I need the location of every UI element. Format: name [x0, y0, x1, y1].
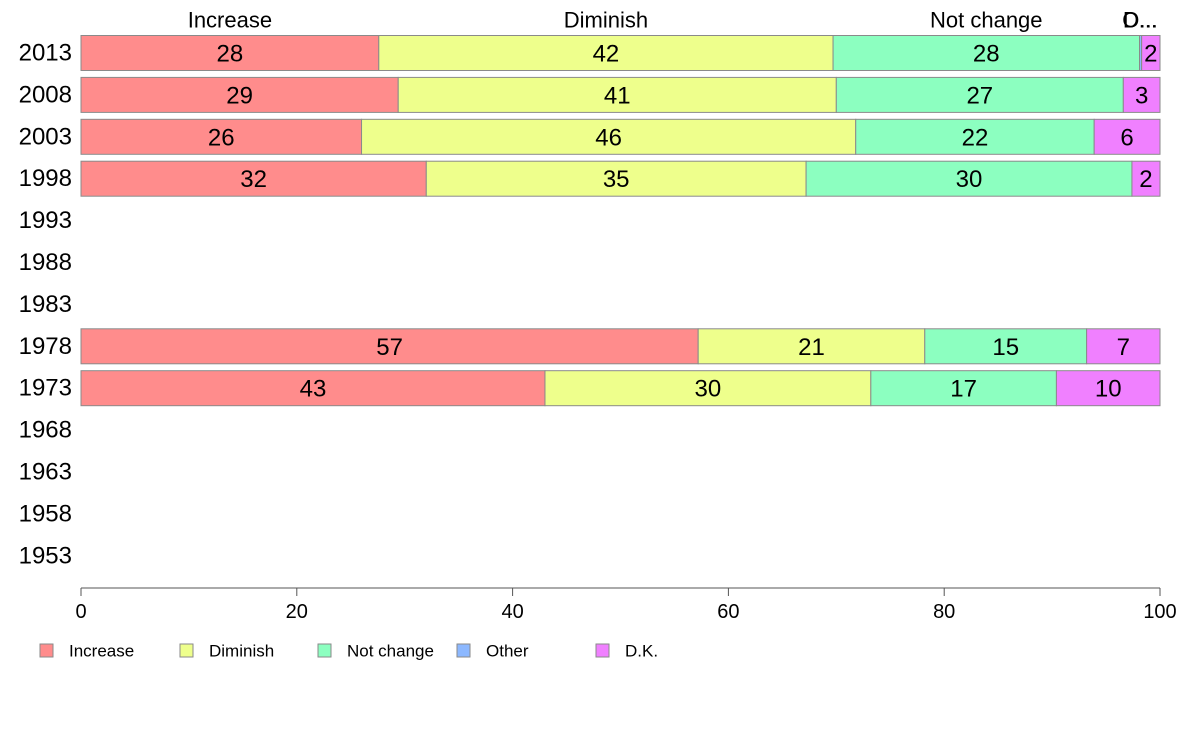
legend-swatch	[456, 643, 471, 658]
bar-segment	[855, 118, 1095, 155]
legend: Increase Diminish Not change Other D.K.	[39, 642, 658, 661]
y-tick-label: 1973	[19, 375, 72, 402]
data-label: 32	[240, 166, 267, 193]
y-tick-label: 1953	[19, 542, 72, 569]
data-label: 29	[226, 82, 253, 109]
x-tick-label: 40	[501, 601, 523, 623]
legend-label: Increase	[69, 642, 134, 661]
data-label: 35	[603, 166, 630, 193]
bar-segment	[1086, 328, 1161, 365]
y-tick-label: 1983	[19, 291, 72, 318]
top-category-label: Not change	[930, 8, 1043, 33]
legend-swatch	[179, 643, 194, 658]
data-label: 28	[973, 41, 1000, 68]
top-category-labels: Increase Diminish Not change O...D...	[188, 8, 1158, 33]
data-label: 21	[798, 334, 825, 361]
y-tick-label: 2003	[19, 123, 72, 150]
bar-segment	[870, 370, 1057, 407]
bar-segment	[1131, 160, 1161, 197]
bar-segment	[1055, 370, 1161, 407]
data-label: 26	[208, 124, 235, 151]
data-label: 43	[300, 376, 327, 403]
data-label: 57	[376, 334, 403, 361]
bar-segment	[425, 160, 807, 197]
x-tick-label: 100	[1143, 601, 1176, 623]
legend-label: Not change	[347, 642, 434, 661]
bar-segment	[544, 370, 872, 407]
data-label: 7	[1117, 334, 1130, 361]
y-tick-label: 1993	[19, 207, 72, 234]
data-label: 22	[962, 124, 989, 151]
data-label: 3	[1135, 82, 1148, 109]
bar-segment	[80, 35, 380, 71]
y-axis-labels: 2013 2008 2003 1998 1993 1988 1983 1978 1973 1968…	[19, 40, 72, 570]
bar-segment	[1141, 35, 1161, 71]
data-label: 30	[695, 376, 722, 403]
data-label: 30	[956, 166, 983, 193]
x-axis: 0 20 40 60 80 100	[75, 587, 1177, 623]
legend-swatch	[595, 643, 610, 658]
data-label: 17	[950, 376, 977, 403]
data-label: 28	[217, 41, 244, 68]
bar-segment	[924, 328, 1088, 365]
legend-label: Other	[486, 642, 529, 661]
bars-group: 28 42 28 2 29 41 27 3 26 46 22 6 32 35 30 2 57 21 15 7 43 30 1…	[80, 35, 1161, 407]
top-category-label: D...	[1123, 8, 1157, 33]
legend-label: D.K.	[625, 642, 658, 661]
y-tick-label: 1988	[19, 249, 72, 276]
legend-label: Diminish	[209, 642, 274, 661]
data-label: 41	[604, 82, 631, 109]
bar-segment	[80, 160, 427, 197]
bar-segment	[1122, 76, 1161, 113]
bar-segment	[1093, 118, 1161, 155]
legend-swatch	[39, 643, 54, 658]
data-label: 10	[1095, 376, 1122, 403]
bar-segment	[80, 118, 363, 155]
bar-segment	[80, 328, 699, 365]
data-label: 42	[593, 41, 620, 68]
bar-segment	[697, 328, 926, 365]
bar-segment	[80, 76, 399, 113]
data-label: 6	[1120, 124, 1133, 151]
x-tick-label: 80	[933, 601, 955, 623]
y-tick-label: 1963	[19, 459, 72, 486]
y-tick-label: 1978	[19, 333, 72, 360]
top-category-label: Diminish	[564, 8, 648, 33]
x-tick-label: 20	[286, 601, 308, 623]
data-label: 27	[966, 82, 993, 109]
bar-segment	[397, 76, 837, 113]
top-category-label: O...	[1122, 8, 1157, 33]
data-label: 2	[1144, 41, 1157, 68]
bar-segment	[832, 35, 1140, 71]
y-tick-label: 1998	[19, 165, 72, 192]
y-tick-label: 2008	[19, 81, 72, 108]
y-tick-label: 1968	[19, 417, 72, 444]
top-category-label: Increase	[188, 8, 272, 33]
data-label: 15	[992, 334, 1019, 361]
y-tick-label: 2013	[19, 40, 72, 67]
data-label: 2	[1139, 166, 1152, 193]
bar-segment	[805, 160, 1133, 197]
data-label: 46	[595, 124, 622, 151]
y-tick-label: 1958	[19, 500, 72, 527]
x-tick-label: 60	[717, 601, 739, 623]
x-tick-label: 0	[75, 601, 86, 623]
bar-segment	[835, 76, 1124, 113]
legend-swatch	[317, 643, 332, 658]
bar-segment	[378, 35, 834, 71]
